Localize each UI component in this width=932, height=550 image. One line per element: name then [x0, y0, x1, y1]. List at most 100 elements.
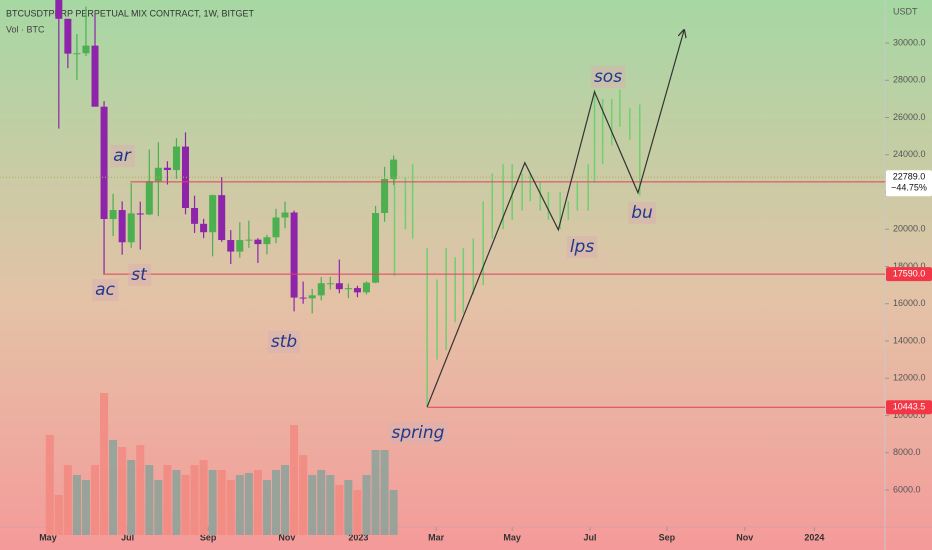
candle-body: [362, 282, 370, 293]
candle-body: [127, 213, 135, 243]
candle-body: [200, 223, 208, 233]
candle-body: [163, 167, 171, 171]
volume-bar: [100, 393, 109, 535]
candle-body: [109, 210, 117, 219]
candle-body: [254, 239, 262, 245]
volume-bar: [145, 465, 154, 535]
volume-bar: [253, 470, 262, 535]
y-tick-label: 26000.0: [893, 112, 926, 122]
y-tick-label: 24000.0: [893, 149, 926, 159]
volume-bar: [326, 475, 335, 535]
volume-bar: [344, 480, 353, 535]
last-price-badge: [886, 170, 932, 197]
volume-bar: [109, 440, 118, 535]
candle-body: [308, 295, 316, 299]
x-tick-label: Nov: [278, 532, 295, 542]
candle-body: [172, 146, 180, 171]
x-tick-label: May: [503, 532, 521, 542]
annotation-box: [388, 422, 448, 444]
y-axis-label: USDT: [893, 6, 918, 16]
candle-body: [209, 195, 217, 233]
price-badge: [886, 267, 932, 282]
candle-body: [236, 240, 244, 252]
subtitle: Vol · BTC: [6, 24, 45, 34]
last-price-change: −44.75%: [891, 183, 927, 193]
x-tick-label: Sep: [200, 532, 217, 542]
price-badge-label: 17590.0: [893, 268, 926, 278]
candle-body: [353, 288, 361, 293]
x-tick-label: Nov: [736, 532, 753, 542]
volume-bar: [262, 480, 271, 535]
candle-body: [55, 0, 63, 19]
volume-bar: [389, 490, 398, 535]
volume-bar: [54, 495, 63, 535]
volume-bar: [371, 450, 380, 535]
chart-title: BTCUSDTPERP PERPETUAL MIX CONTRACT, 1W, …: [6, 8, 255, 18]
volume-bar: [317, 470, 326, 535]
volume-bar: [308, 475, 317, 535]
x-tick-label: 2023: [348, 532, 368, 542]
x-tick-label: 2024: [804, 532, 824, 542]
annotation: spring: [392, 423, 445, 443]
candle-body: [82, 45, 90, 54]
volume-bar: [271, 470, 280, 535]
volume-bar: [290, 425, 299, 535]
candle-body: [145, 181, 153, 215]
volume-bar: [81, 480, 90, 535]
y-tick-label: 14000.0: [893, 335, 926, 345]
annotation: bu: [631, 203, 653, 223]
annotation: lps: [570, 237, 595, 257]
annotation-box: [590, 66, 626, 88]
annotation: sos: [594, 67, 622, 87]
volume-bar: [172, 470, 181, 535]
x-tick-label: Sep: [659, 532, 676, 542]
candle-body: [317, 283, 325, 296]
volume-bar: [281, 465, 290, 535]
y-tick-label: 20000.0: [893, 224, 926, 234]
candle-body: [227, 240, 235, 252]
volume-bar: [335, 485, 344, 535]
candle-body: [182, 146, 190, 209]
x-tick-label: Mar: [428, 532, 445, 542]
y-tick-label: 10000.0: [893, 410, 926, 420]
candle-body: [281, 212, 289, 218]
candle-body: [100, 106, 108, 219]
annotation: ac: [95, 280, 115, 300]
candle-body: [91, 45, 99, 107]
annotation: st: [131, 265, 148, 285]
candle-body: [218, 195, 226, 241]
y-tick-label: 16000.0: [893, 298, 926, 308]
x-tick-label: Jul: [583, 532, 596, 542]
candle-body: [290, 212, 298, 298]
annotation-box: [267, 331, 301, 353]
annotation-box: [566, 236, 598, 258]
annotation: stb: [271, 332, 297, 352]
volume-bar: [235, 475, 244, 535]
candle-body: [344, 288, 352, 290]
candle-body: [118, 210, 126, 243]
x-tick-label: May: [39, 532, 57, 542]
volume-bar: [380, 450, 389, 535]
volume-bar: [190, 465, 199, 535]
candle-body: [245, 239, 253, 241]
candle-body: [372, 213, 380, 283]
volume-bar: [127, 460, 136, 535]
annotation-box: [128, 264, 152, 286]
y-tick-label: 12000.0: [893, 373, 926, 383]
volume-bar: [72, 475, 81, 535]
volume-bar: [199, 460, 208, 535]
volume-bar: [181, 475, 190, 535]
annotation: ar: [113, 146, 131, 166]
volume-bar: [244, 473, 253, 535]
candle-body: [390, 159, 398, 179]
volume-bar: [118, 447, 127, 535]
candle-body: [154, 167, 162, 182]
y-tick-label: 6000.0: [893, 484, 921, 494]
y-tick-label: 28000.0: [893, 75, 926, 85]
candle-body: [335, 283, 343, 290]
wyckoff-path: [426, 30, 684, 408]
volume-bar: [208, 470, 217, 535]
